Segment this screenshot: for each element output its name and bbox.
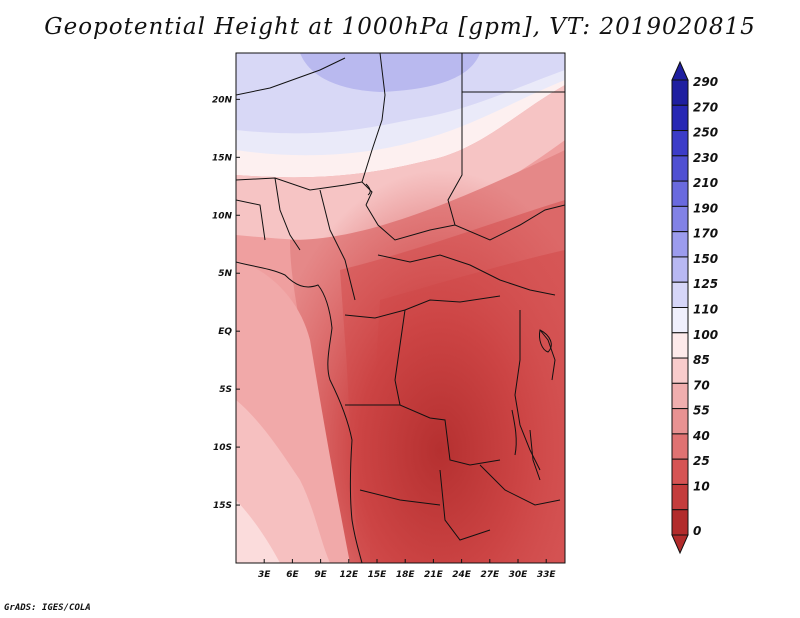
colorbar-label: 10: [693, 479, 710, 493]
colorbar-swatch: [671, 180, 689, 207]
lat-tick-label: 20N: [212, 95, 233, 105]
colorbar-swatch: [671, 458, 689, 485]
lat-tick-label: EQ: [218, 327, 232, 337]
colorbar-swatch: [671, 281, 689, 309]
colorbar-swatch: [671, 205, 689, 233]
lat-tick-label: 5S: [219, 385, 232, 395]
country-borders: [236, 53, 565, 563]
colorbar-bottom-arrow: [671, 534, 689, 555]
lon-tick-label: 33E: [537, 570, 557, 580]
colorbar-label: 250: [693, 126, 718, 140]
lon-tick-label: 9E: [314, 570, 327, 580]
lat-tick-label: 10N: [212, 211, 233, 221]
colorbar-swatch: [671, 357, 689, 384]
lon-tick-label: 6E: [286, 570, 299, 580]
lon-tick-label: 12E: [339, 570, 359, 580]
colorbar-swatch: [671, 408, 689, 435]
colorbar-top-arrow: [671, 60, 689, 81]
colorbar-label: 70: [693, 378, 710, 392]
map-frame: [235, 52, 566, 564]
colorbar-label: 210: [693, 176, 718, 190]
colorbar: 2902702502302101901701501251101008570554…: [671, 60, 718, 555]
lon-tick-label: 24E: [452, 570, 472, 580]
colorbar-swatch: [671, 130, 689, 157]
colorbar-label: 190: [693, 201, 718, 215]
colorbar-label: 0: [693, 524, 701, 538]
colorbar-swatch: [671, 332, 689, 359]
colorbar-swatch: [671, 104, 689, 132]
colorbar-swatch: [671, 256, 689, 283]
page-title: Geopotential Height at 1000hPa [gpm], VT…: [44, 14, 756, 40]
colorbar-label: 170: [693, 227, 718, 241]
colorbar-label: 110: [693, 303, 718, 317]
colorbar-label: 85: [693, 353, 710, 367]
colorbar-label: 270: [693, 100, 718, 114]
lat-tick-label: 15N: [212, 153, 233, 163]
longitude-axis: 3E 6E 9E 12E 15E 18E 21E 24E 27E 30E 33E: [258, 559, 556, 580]
colorbar-label: 150: [693, 252, 718, 266]
lon-tick-label: 15E: [368, 570, 388, 580]
colorbar-label: 40: [692, 429, 710, 443]
colorbar-swatch: [671, 79, 689, 106]
colorbar-swatch: [671, 155, 689, 182]
lat-tick-label: 10S: [213, 443, 232, 453]
colorbar-label: 100: [693, 328, 718, 342]
colorbar-swatch: [671, 307, 689, 334]
lon-tick-label: 3E: [258, 570, 271, 580]
colorbar-swatch: [671, 382, 689, 410]
colorbar-swatch: [671, 509, 689, 536]
colorbar-label: 25: [693, 454, 710, 468]
lat-tick-label: 15S: [213, 501, 232, 511]
colorbar-swatch: [671, 231, 689, 258]
lat-tick-label: 5N: [218, 269, 232, 279]
colorbar-label: 290: [693, 75, 718, 89]
lon-tick-label: 30E: [509, 570, 529, 580]
latitude-axis: 20N 15N 10N 5N EQ 5S 10S 15S: [212, 95, 240, 511]
lon-tick-label: 21E: [424, 570, 444, 580]
lon-tick-label: 27E: [480, 570, 500, 580]
lon-tick-label: 18E: [396, 570, 416, 580]
colorbar-label: 55: [693, 404, 710, 418]
footer-credit: GrADS: IGES/COLA: [4, 603, 91, 613]
colorbar-swatch: [671, 433, 689, 460]
colorbar-swatch: [671, 483, 689, 511]
height-field: [236, 53, 565, 563]
colorbar-label: 125: [693, 277, 718, 291]
colorbar-label: 230: [693, 151, 718, 165]
